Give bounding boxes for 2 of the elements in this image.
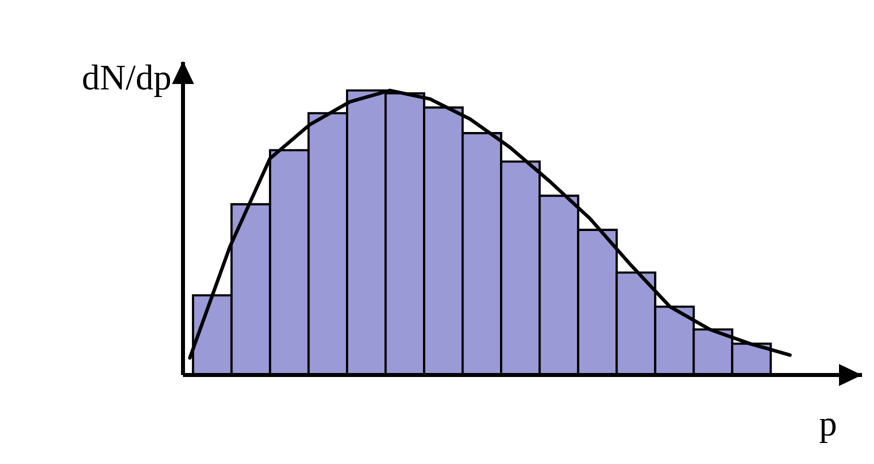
y-axis-title: dN/dp bbox=[83, 64, 170, 98]
x-axis-title: p bbox=[820, 418, 836, 444]
